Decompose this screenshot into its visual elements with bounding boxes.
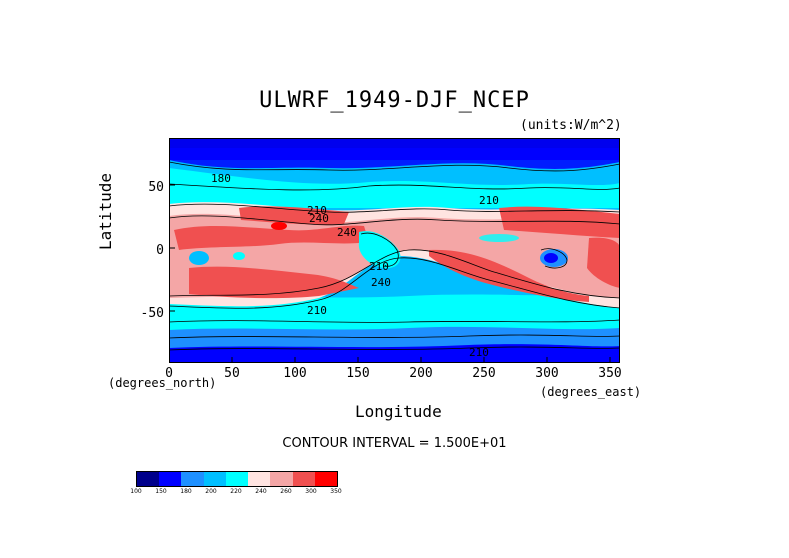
map-heatmap: 180 210 240 240 210 240 210 210 210 <box>169 138 620 363</box>
arctic-extent <box>169 138 620 169</box>
x-tick-label: 100 <box>283 366 307 381</box>
colorbar-label: 220 <box>230 488 242 495</box>
contour-label: 210 <box>307 304 327 317</box>
colorbar-label: 300 <box>305 488 317 495</box>
colorbar-labels: 100 150 180 200 220 240 260 300 350 <box>130 488 344 498</box>
x-tick-label: 200 <box>409 366 433 381</box>
colorbar-label: 200 <box>205 488 217 495</box>
warm-core-east <box>587 237 620 288</box>
colorbar-swatch <box>159 472 182 486</box>
contour-interval-label: CONTOUR INTERVAL = 1.500E+01 <box>282 436 507 451</box>
colorbar-swatch <box>225 472 249 486</box>
y-tick-label: 50 <box>148 180 164 195</box>
contour-label: 180 <box>211 172 231 185</box>
x-axis-label: Longitude <box>355 402 442 421</box>
colorbar-label: 350 <box>330 488 342 495</box>
x-tick-label: 50 <box>224 366 240 381</box>
colorbar-swatch <box>270 472 293 486</box>
hot-spot <box>271 222 287 230</box>
contour-label: 240 <box>337 226 357 239</box>
contour-label: 240 <box>371 276 391 289</box>
colorbar-label: 100 <box>130 488 142 495</box>
x-tick-label: 250 <box>472 366 496 381</box>
x-tick-label: 300 <box>535 366 559 381</box>
contour-label: 210 <box>479 194 499 207</box>
convective-amazon-core <box>544 253 558 263</box>
colorbar-swatch <box>181 472 204 486</box>
map-frame <box>169 138 620 363</box>
x-unit-right: (degrees_east) <box>540 385 642 399</box>
x-tick-label: 350 <box>598 366 622 381</box>
convective-east-africa <box>233 252 245 260</box>
colorbar-label: 240 <box>255 488 267 495</box>
contour-lines <box>169 161 620 351</box>
warm-core-atlantic <box>499 206 620 238</box>
colorbar <box>136 471 338 487</box>
warm-core-indian-south <box>189 266 359 299</box>
colorbar-label: 150 <box>155 488 167 495</box>
y-axis-label: Latitude <box>96 172 115 250</box>
contour-label: 210 <box>307 204 327 217</box>
colorbar-swatch <box>314 472 337 486</box>
x-tick-label: 150 <box>346 366 370 381</box>
x-tick-label: 0 <box>165 366 173 381</box>
midlat-north-band <box>169 168 620 208</box>
x-unit-left: (degrees_north) <box>108 376 217 390</box>
colorbar-label: 260 <box>280 488 292 495</box>
colorbar-label: 180 <box>180 488 192 495</box>
warm-core-africa <box>174 225 369 250</box>
colorbar-swatch <box>292 472 315 486</box>
convective-africa <box>189 251 209 265</box>
colorbar-swatch <box>203 472 226 486</box>
colorbar-swatch <box>137 472 160 486</box>
convective-maritime-continent <box>358 231 401 269</box>
units-label: (units:W/m^2) <box>520 118 622 133</box>
map-plot-area: 180 210 240 240 210 240 210 210 210 <box>169 138 620 363</box>
y-tick-label: -50 <box>140 306 164 321</box>
itcz-strip <box>479 234 519 242</box>
colorbar-swatch <box>248 472 271 486</box>
contour-label: 240 <box>309 212 329 225</box>
contour-label: 210 <box>469 346 489 359</box>
contour-label: 210 <box>369 260 389 273</box>
y-tick-label: 0 <box>156 243 164 258</box>
chart-title: ULWRF_1949-DJF_NCEP <box>259 88 530 113</box>
